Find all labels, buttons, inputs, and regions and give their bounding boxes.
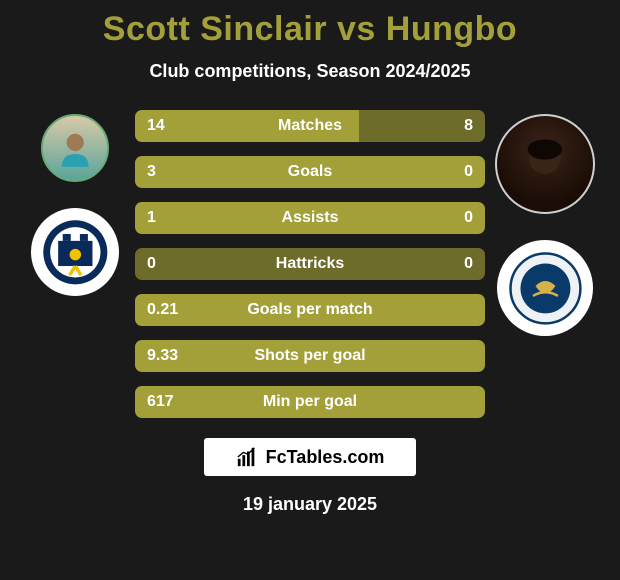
stat-label: Min per goal <box>263 393 357 411</box>
stat-label: Goals <box>288 163 332 181</box>
stat-left-value: 617 <box>147 393 174 411</box>
club-crest-icon <box>508 251 583 326</box>
club-crest-icon <box>41 218 110 287</box>
stat-right-value: 8 <box>464 117 473 135</box>
comparison-panel: 14 Matches 8 3 Goals 0 1 Assists 0 0 Hattricks 0 0.2… <box>0 110 620 418</box>
footer: FcTables.com 19 january 2025 <box>0 438 620 515</box>
stat-row: 9.33 Shots per goal <box>135 340 485 372</box>
stat-right-value: 0 <box>464 163 473 181</box>
stat-label: Matches <box>278 117 342 135</box>
right-player-avatar <box>495 114 595 214</box>
left-player-avatar <box>41 114 109 182</box>
person-icon <box>516 135 574 193</box>
stat-left-value: 3 <box>147 163 156 181</box>
stat-left-value: 1 <box>147 209 156 227</box>
stat-label: Hattricks <box>276 255 344 273</box>
right-player-column <box>485 110 605 336</box>
stat-left-value: 0 <box>147 255 156 273</box>
branding-label: FcTables.com <box>266 447 385 468</box>
stat-right-value: 0 <box>464 209 473 227</box>
stat-row: 1 Assists 0 <box>135 202 485 234</box>
stat-bars: 14 Matches 8 3 Goals 0 1 Assists 0 0 Hattricks 0 0.2… <box>135 110 485 418</box>
person-icon <box>56 129 94 167</box>
chart-icon <box>236 446 258 468</box>
stat-label: Shots per goal <box>254 347 365 365</box>
stat-left-value: 14 <box>147 117 165 135</box>
branding-badge: FcTables.com <box>204 438 417 476</box>
stat-label: Assists <box>282 209 339 227</box>
stat-row: 3 Goals 0 <box>135 156 485 188</box>
date-label: 19 january 2025 <box>0 494 620 515</box>
subtitle: Club competitions, Season 2024/2025 <box>0 61 620 82</box>
stat-left-value: 9.33 <box>147 347 178 365</box>
right-club-badge <box>497 240 593 336</box>
stat-row: 617 Min per goal <box>135 386 485 418</box>
stat-row: 14 Matches 8 <box>135 110 485 142</box>
stat-right-value: 0 <box>464 255 473 273</box>
stat-row: 0.21 Goals per match <box>135 294 485 326</box>
left-club-badge <box>31 208 119 296</box>
stat-left-value: 0.21 <box>147 301 178 319</box>
stat-label: Goals per match <box>247 301 372 319</box>
stat-row: 0 Hattricks 0 <box>135 248 485 280</box>
left-player-column <box>15 110 135 296</box>
page-title: Scott Sinclair vs Hungbo <box>0 10 620 49</box>
